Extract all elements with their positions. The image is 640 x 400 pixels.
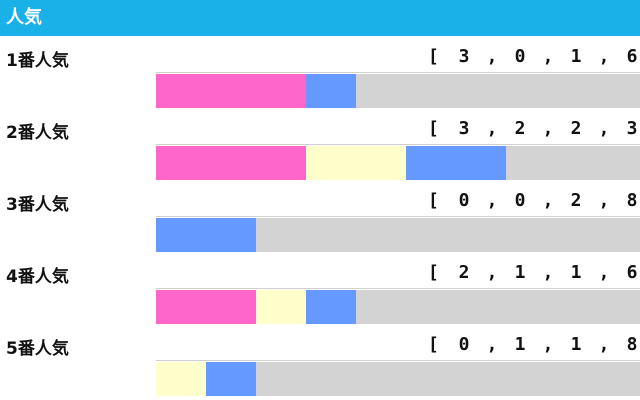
row-label: 2番人気 [6,123,69,143]
chart-title: 人気 [0,0,640,36]
record-value: 1 [570,262,582,283]
stacked-bar [156,74,640,108]
record-separator: , [486,262,498,283]
bar-segment [156,74,306,108]
row-divider [156,216,640,217]
bar-segment [256,218,640,252]
row-label: 1番人気 [6,51,69,71]
record-separator: , [598,190,610,211]
bar-segment [156,146,306,180]
record-separator: , [486,190,498,211]
record-open-bracket: [ [428,262,439,283]
record-text: [0, 0, 2, 8 [428,190,640,211]
record-value: 6 [626,262,638,283]
row-label: 5番人気 [6,339,69,359]
record-separator: , [598,262,610,283]
bar-segment [256,290,306,324]
chart-row: 5番人気 [0, 1, 1, 8 [0,324,640,396]
stacked-bar [156,362,640,396]
record-value: 2 [514,118,526,139]
record-value: 2 [570,118,582,139]
bar-segment [506,146,640,180]
bar-segment [156,290,256,324]
record-value: 8 [626,334,638,355]
record-separator: , [486,334,498,355]
stacked-bar [156,146,640,180]
record-separator: , [542,46,554,67]
record-value: 6 [626,46,638,67]
chart-row: 2番人気 [3, 2, 2, 3 [0,108,640,180]
record-text: [0, 1, 1, 8 [428,334,640,355]
row-divider [156,72,640,73]
chart-row: 3番人気 [0, 0, 2, 8 [0,180,640,252]
bar-segment [206,362,256,396]
record-value: 0 [458,334,470,355]
record-separator: , [542,262,554,283]
row-divider [156,144,640,145]
record-separator: , [486,46,498,67]
record-open-bracket: [ [428,190,439,211]
record-separator: , [542,334,554,355]
chart-row: 1番人気 [3, 0, 1, 6 [0,36,640,108]
bar-segment [306,146,406,180]
row-label: 4番人気 [6,267,69,287]
record-text: [2, 1, 1, 6 [428,262,640,283]
record-value: 3 [626,118,638,139]
row-divider [156,288,640,289]
record-separator: , [486,118,498,139]
stacked-bar [156,290,640,324]
record-value: 3 [458,118,470,139]
record-value: 1 [514,334,526,355]
record-value: 2 [458,262,470,283]
record-value: 8 [626,190,638,211]
bar-segment [156,218,256,252]
record-value: 0 [514,190,526,211]
record-open-bracket: [ [428,334,439,355]
record-value: 1 [570,334,582,355]
record-value: 2 [570,190,582,211]
record-separator: , [598,334,610,355]
row-divider [156,360,640,361]
record-value: 1 [570,46,582,67]
record-separator: , [598,118,610,139]
stacked-bar [156,218,640,252]
record-text: [3, 0, 1, 6 [428,46,640,67]
bar-segment [156,362,206,396]
bar-segment [306,290,356,324]
bar-segment [306,74,356,108]
record-separator: , [542,118,554,139]
record-separator: , [542,190,554,211]
record-open-bracket: [ [428,118,439,139]
bar-segment [356,74,640,108]
record-value: 0 [514,46,526,67]
record-separator: , [598,46,610,67]
bar-segment [356,290,640,324]
row-label: 3番人気 [6,195,69,215]
bar-segment [256,362,640,396]
bar-segment [406,146,506,180]
record-value: 1 [514,262,526,283]
record-value: 0 [458,190,470,211]
record-value: 3 [458,46,470,67]
record-text: [3, 2, 2, 3 [428,118,640,139]
chart-row: 4番人気 [2, 1, 1, 6 [0,252,640,324]
record-open-bracket: [ [428,46,439,67]
